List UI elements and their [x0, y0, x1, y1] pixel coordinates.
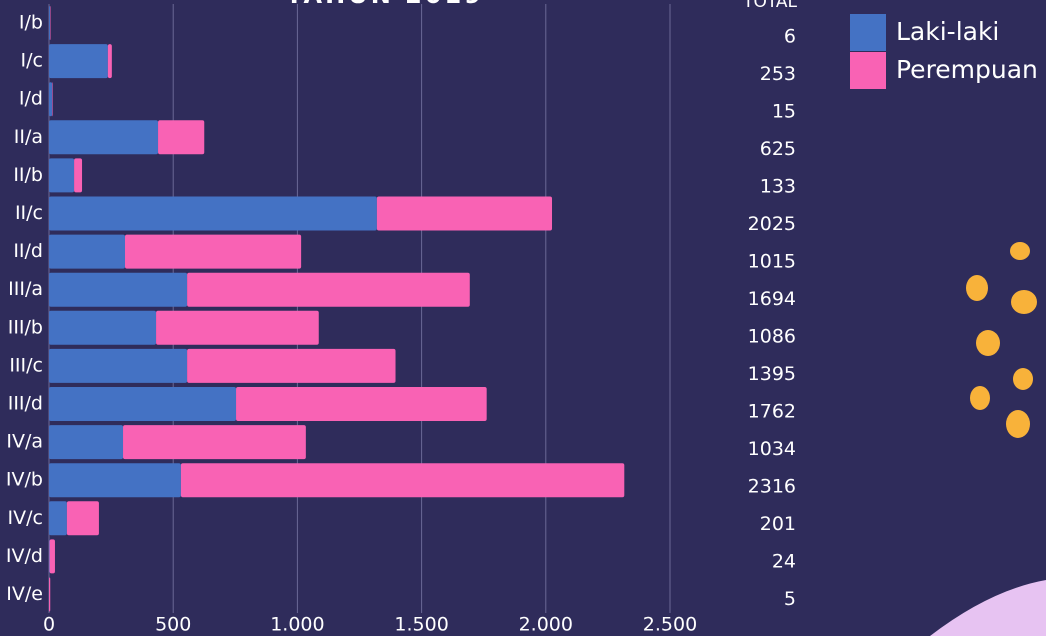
bar-segment — [180, 463, 625, 498]
bar-segment — [74, 158, 83, 193]
total-label: 24 — [772, 551, 796, 573]
decoration — [966, 242, 1037, 438]
bar-segment — [49, 539, 55, 574]
total-label: 2025 — [748, 213, 796, 235]
x-tick-label: 1.500 — [394, 614, 448, 636]
y-tick-label: II/a — [14, 126, 43, 148]
total-label: 15 — [772, 101, 796, 123]
bar-segment — [49, 82, 53, 117]
bar-segment — [49, 577, 51, 612]
legend-swatch — [850, 14, 886, 51]
total-label: 201 — [760, 513, 796, 535]
bar-segment — [49, 196, 377, 231]
y-tick-label: III/a — [8, 278, 43, 300]
chart-title: TAHUN 2019 — [286, 0, 484, 9]
y-tick-label: IV/c — [8, 507, 43, 529]
bar-segment — [49, 120, 159, 155]
bar-segment — [156, 310, 319, 345]
x-tick-label: 0 — [43, 614, 55, 636]
y-tick-label: II/c — [15, 202, 43, 224]
x-tick-label: 500 — [155, 614, 191, 636]
bar-segment — [49, 44, 108, 79]
y-tick-label: IV/b — [6, 469, 43, 491]
y-tick-label: I/b — [19, 12, 43, 34]
bar-segment — [49, 387, 237, 421]
bar-segment — [236, 387, 487, 421]
total-label: 1086 — [748, 326, 796, 348]
bar-segment — [158, 120, 205, 155]
total-label: 1762 — [748, 401, 796, 423]
total-label: 253 — [760, 63, 796, 85]
x-tick-label: 1.000 — [270, 614, 324, 636]
y-tick-label: II/b — [13, 164, 43, 186]
legend-label: Laki-laki — [896, 17, 999, 46]
total-label: 1015 — [748, 251, 796, 273]
bar-segment — [107, 44, 112, 79]
total-label: 133 — [760, 176, 796, 198]
y-tick-label: I/c — [21, 50, 43, 72]
total-label: 6 — [784, 26, 796, 48]
legend-label: Perempuan — [896, 55, 1038, 84]
x-tick-label: 2.500 — [643, 614, 697, 636]
total-label: 5 — [784, 588, 796, 610]
y-tick-label: I/d — [19, 88, 43, 110]
bar-segment — [49, 6, 50, 40]
y-tick-label: II/d — [13, 240, 43, 262]
bar-segment — [187, 272, 470, 307]
bar-segment — [123, 425, 306, 460]
y-tick-label: III/d — [8, 393, 43, 415]
total-label: 2316 — [748, 476, 796, 498]
bar-segment — [49, 310, 157, 345]
bar-segment — [49, 463, 181, 498]
total-label: 1034 — [748, 438, 796, 460]
legend-swatch — [850, 52, 886, 89]
x-tick-label: 2.000 — [519, 614, 573, 636]
totals-title: TOTAL — [742, 0, 797, 12]
bar-segment — [49, 234, 126, 269]
y-tick-label: IV/e — [6, 583, 43, 605]
bar-segment — [49, 425, 124, 460]
decoration-shape — [930, 580, 1046, 636]
y-tick-label: IV/a — [6, 431, 43, 453]
bar-segment — [125, 234, 302, 269]
bar-segment — [49, 158, 75, 193]
total-label: 625 — [760, 138, 796, 160]
bar-segment — [66, 501, 99, 536]
y-tick-label: III/b — [8, 316, 43, 338]
bar-segment — [376, 196, 553, 231]
bar-segment — [49, 348, 188, 383]
bar-segment — [187, 348, 396, 383]
bar-segment — [49, 501, 67, 536]
total-label: 1694 — [748, 288, 796, 310]
y-tick-label: IV/d — [6, 545, 43, 567]
y-tick-label: III/c — [9, 354, 43, 376]
total-label: 1395 — [748, 363, 796, 385]
bar-segment — [49, 272, 188, 307]
